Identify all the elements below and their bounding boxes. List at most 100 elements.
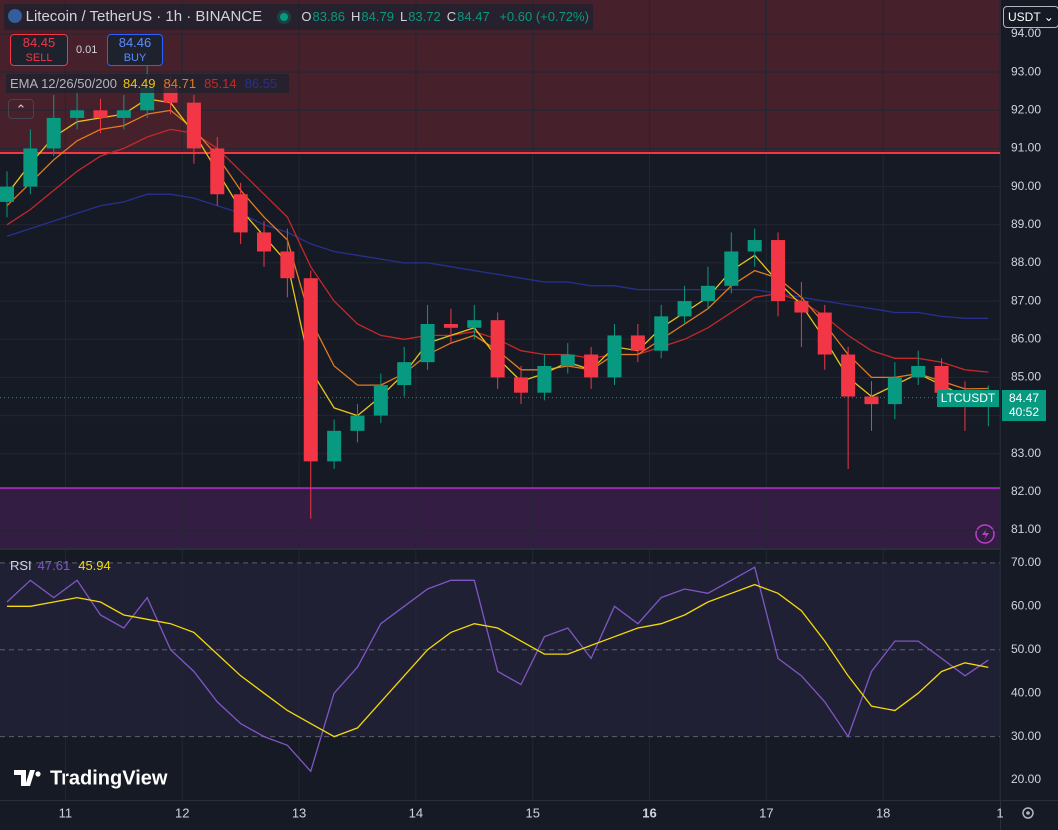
y-tick-label: 81.00	[1011, 522, 1041, 536]
y-tick-label: 30.00	[1011, 729, 1041, 743]
rsi-legend: RSI 47.61 45.94	[6, 556, 123, 575]
lightning-icon[interactable]	[975, 524, 995, 544]
ema-value: 84.49	[122, 76, 156, 91]
x-tick-label: 11	[59, 805, 73, 820]
y-tick-label: 40.00	[1011, 685, 1041, 699]
y-tick-label: 88.00	[1011, 255, 1041, 269]
rsi-value: 45.94	[78, 558, 111, 573]
y-tick-label: 89.00	[1011, 217, 1041, 231]
pane-separator	[0, 548, 1000, 550]
x-tick-label: 14	[409, 805, 423, 820]
candle-body	[584, 354, 599, 378]
y-tick-label: 94.00	[1011, 26, 1041, 40]
candle-body	[186, 102, 201, 149]
candle-body	[677, 301, 692, 317]
candle-body	[233, 194, 248, 233]
candle-body	[817, 312, 832, 355]
ohlc-label: C	[446, 9, 457, 24]
coin-icon	[8, 9, 22, 23]
y-tick-label: 60.00	[1011, 598, 1041, 612]
candle-body	[443, 323, 458, 328]
candle-body	[397, 362, 412, 386]
settings-icon[interactable]	[1022, 807, 1034, 819]
brand: TradingView	[50, 767, 168, 789]
collapse-button[interactable]: ⌃	[8, 99, 34, 119]
candle-body	[373, 385, 388, 416]
x-tick-label: 18	[876, 805, 890, 820]
candle-body	[607, 335, 622, 378]
ema-line	[6, 193, 989, 319]
candle-body	[537, 365, 552, 393]
ohlc-label: O	[301, 9, 312, 24]
y-tick-label: 85.00	[1011, 370, 1041, 384]
candle-body	[514, 377, 529, 393]
y-tick-label: 93.00	[1011, 64, 1041, 78]
ohlc-value: 83.86	[312, 9, 346, 24]
x-tick-label: 15	[525, 805, 539, 820]
y-tick-label: 20.00	[1011, 772, 1041, 786]
change: +0.60 (+0.72%)	[499, 9, 589, 24]
candle-body	[560, 354, 575, 366]
candle-body	[887, 377, 902, 405]
ohlc-value: 84.79	[361, 9, 394, 24]
ema-value: 84.71	[163, 76, 197, 91]
candle-body	[771, 240, 786, 302]
indicator-name: EMA 12/26/50/200	[10, 76, 117, 91]
rsi-line	[7, 583, 989, 738]
candle-body	[46, 117, 61, 149]
candle-body	[700, 285, 715, 302]
candle-body	[23, 148, 38, 187]
x-tick-label: 13	[292, 805, 306, 820]
candle-body	[911, 365, 926, 378]
rsi-line	[6, 566, 989, 773]
x-tick-label: 1	[996, 805, 1003, 820]
candle-body	[490, 320, 505, 378]
candle-body	[630, 335, 645, 351]
candle-body	[280, 251, 295, 279]
candle-body	[724, 251, 739, 286]
sell-label: SELL	[25, 52, 53, 64]
candle-body	[841, 354, 856, 397]
buy-price: 84.46	[118, 35, 152, 50]
candle-body	[467, 320, 482, 328]
ema-value: 86.55	[244, 76, 278, 91]
symbol-price-tag: LTCUSDT	[937, 389, 999, 407]
market-status	[279, 13, 288, 21]
rsi-value: 47.61	[37, 558, 71, 573]
indicator-name: RSI	[10, 558, 32, 573]
currency-select[interactable]: USDT ⌄	[1003, 6, 1058, 28]
sell-button[interactable]: 84.45 SELL	[10, 34, 68, 66]
y-tick-label: 90.00	[1011, 179, 1041, 193]
x-tick-label: 16	[642, 805, 656, 820]
y-tick-label: 92.00	[1011, 102, 1041, 116]
y-tick-label: 70.00	[1011, 555, 1041, 569]
last-price: 84.47	[1008, 390, 1040, 405]
candle-body	[93, 110, 108, 118]
candle-body	[327, 430, 342, 462]
y-tick-label: 91.00	[1011, 141, 1041, 155]
ohlc-label: L	[399, 9, 408, 24]
tradingview-logo	[14, 770, 41, 786]
candle-body	[864, 396, 879, 405]
symbol-title[interactable]: Litecoin / TetherUS · 1h · BINANCE	[25, 8, 263, 25]
ema-value: 85.14	[204, 76, 237, 91]
candle-body	[70, 110, 85, 118]
candle-body	[210, 148, 225, 195]
ohlc-value: 84.47	[457, 9, 490, 24]
countdown: 40:52	[1008, 404, 1040, 419]
y-tick-label: 83.00	[1011, 446, 1041, 460]
buy-button[interactable]: 84.46 BUY	[107, 34, 163, 66]
y-tick-label: 50.00	[1011, 642, 1041, 656]
ohlc-legend: O83.86 H84.79 L83.72 C84.47	[301, 9, 495, 24]
y-tick-label: 87.00	[1011, 293, 1041, 307]
candle-body	[116, 110, 131, 118]
candle-body	[420, 323, 435, 363]
candle-body	[654, 316, 669, 351]
sell-price: 84.45	[22, 35, 56, 50]
spread: 0.01	[76, 44, 98, 56]
candle-body	[0, 186, 15, 202]
x-tick-label: 17	[759, 805, 773, 820]
candle-body	[257, 232, 272, 252]
